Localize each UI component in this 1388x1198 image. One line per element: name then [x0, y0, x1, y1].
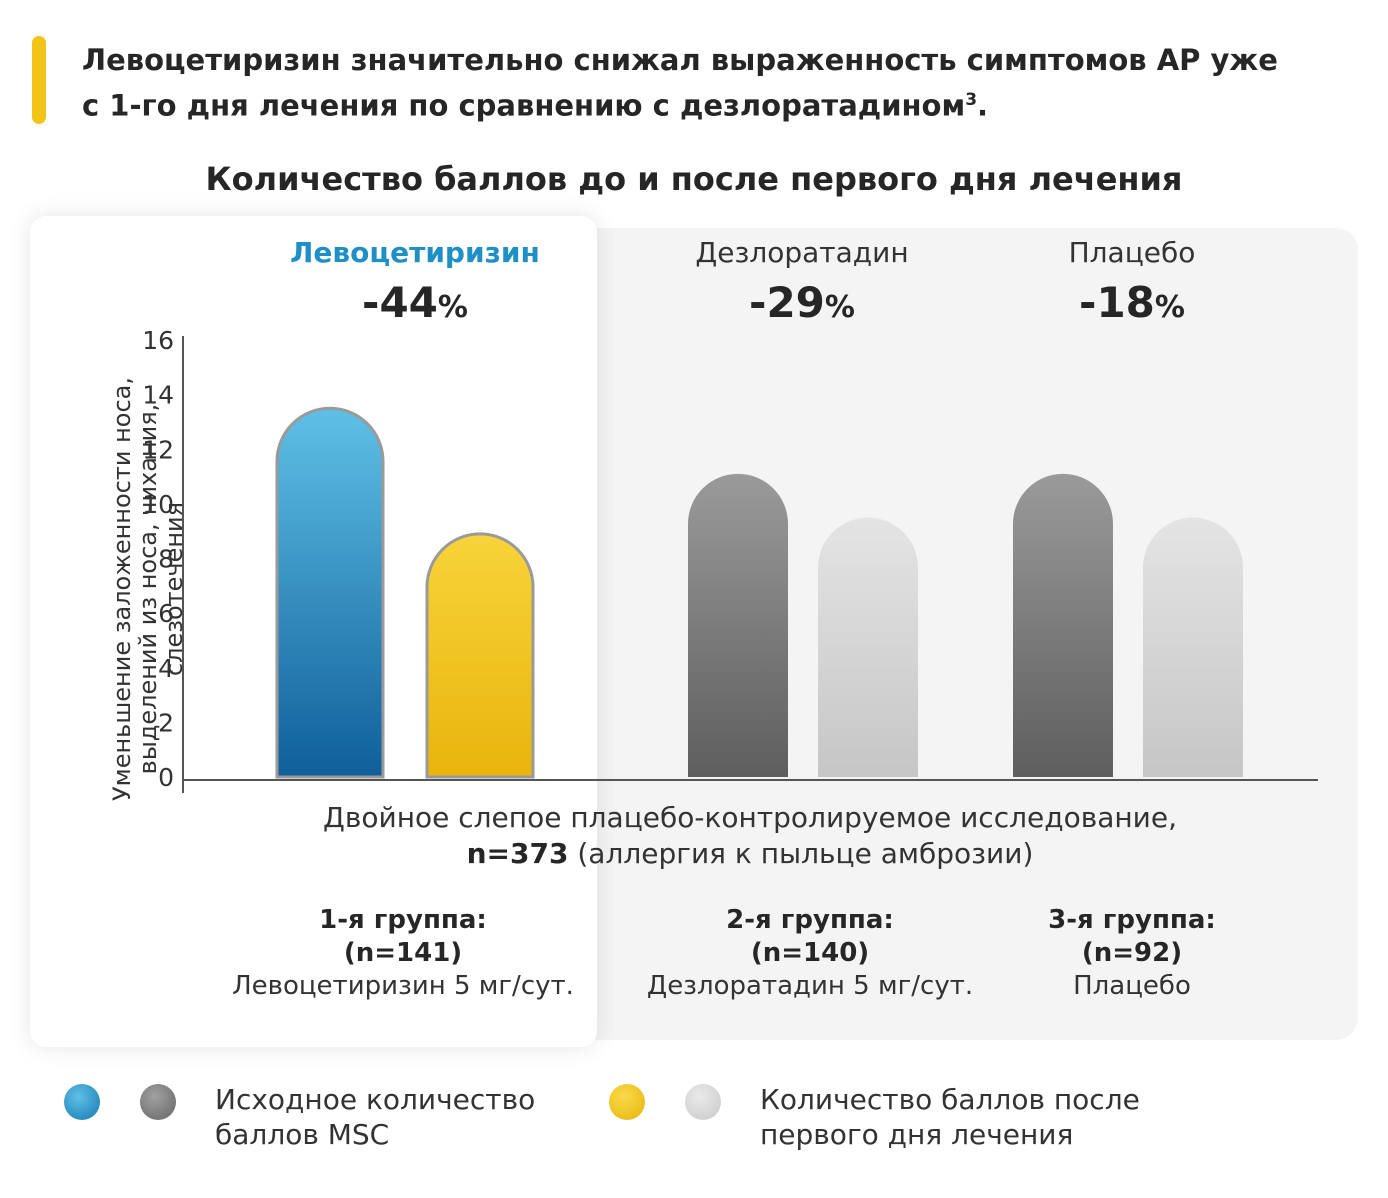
percent-sign: %	[1154, 290, 1185, 325]
legend-light-gray-dot	[685, 1084, 721, 1120]
group-title: 2-я группа:	[726, 905, 894, 935]
group-drug: Левоцетиризин 5 мг/сут.	[232, 971, 574, 1001]
legend-yellow-dot	[609, 1084, 645, 1120]
change-value: -18	[1079, 278, 1155, 327]
group-name-placebo: Плацебо	[1068, 236, 1196, 269]
group-1-info: 1-я группа: (n=141) Левоцетиризин 5 мг/с…	[203, 904, 603, 1003]
y-tick-label: 0	[158, 763, 174, 792]
headline: Левоцетиризин значительно снижал выражен…	[82, 40, 1282, 126]
study-n: n=373	[466, 837, 569, 870]
group-title: 1-я группа:	[319, 905, 487, 935]
percent-sign: %	[437, 290, 468, 325]
group-name-levocetirizine: Левоцетиризин	[290, 236, 540, 269]
group-n: (n=141)	[343, 938, 463, 968]
legend-blue-dot	[64, 1084, 100, 1120]
group-drug: Дезлоратадин 5 мг/сут.	[646, 971, 974, 1001]
y-tick-label: 12	[142, 435, 174, 464]
footnote-ref: 3	[965, 90, 978, 110]
group-2-info: 2-я группа: (n=140) Дезлоратадин 5 мг/су…	[610, 904, 1010, 1003]
accent-bar	[32, 36, 46, 124]
bar-baseline-1	[687, 473, 788, 777]
change-placebo: -18%	[952, 278, 1312, 327]
y-axis-label: Уменьшение заложенности носа, выделений …	[108, 377, 188, 801]
legend-after-line1: Количество баллов после	[760, 1083, 1140, 1116]
group-name-desloratadine: Дезлоратадин	[695, 236, 909, 269]
legend-dark-gray-dot	[140, 1084, 176, 1120]
legend-after: Количество баллов после первого дня лече…	[760, 1082, 1140, 1152]
change-levocetirizine: -44%	[235, 278, 595, 327]
legend-baseline-line1: Исходное количество	[215, 1083, 536, 1116]
y-tick-label: 10	[142, 490, 174, 519]
y-tick-label: 8	[158, 545, 174, 574]
y-tick-label: 2	[158, 708, 174, 737]
group-drug: Плацебо	[1073, 971, 1191, 1001]
group-n: (n=92)	[1081, 938, 1183, 968]
y-tick-label: 6	[158, 599, 174, 628]
change-value: -44	[362, 278, 438, 327]
study-line-1: Двойное слепое плацебо-контролируемое ис…	[323, 801, 1177, 834]
bar-after-2	[1143, 517, 1243, 777]
group-title: 3-я группа:	[1048, 905, 1216, 935]
y-tick-label: 4	[158, 654, 174, 683]
headline-text: Левоцетиризин значительно снижал выражен…	[82, 43, 1278, 123]
change-value: -29	[749, 278, 825, 327]
y-tick-label: 14	[142, 381, 174, 410]
study-description: Двойное слепое плацебо-контролируемое ис…	[160, 800, 1340, 872]
bar-baseline-0	[275, 406, 385, 779]
y-tick-label: 16	[142, 326, 174, 355]
bar-after-1	[817, 517, 918, 777]
study-line-2: n=373 (аллергия к пыльце амброзии)	[160, 836, 1340, 872]
headline-end: .	[977, 88, 989, 123]
chart-title: Количество баллов до и после первого дня…	[205, 160, 1183, 198]
percent-sign: %	[824, 290, 855, 325]
bar-after-0	[425, 532, 535, 779]
legend-baseline-line2: баллов MSC	[215, 1118, 390, 1151]
study-n-rest: (аллергия к пыльце амброзии)	[568, 837, 1034, 870]
group-n: (n=140)	[750, 938, 870, 968]
change-desloratadine: -29%	[622, 278, 982, 327]
legend-after-line2: первого дня лечения	[760, 1118, 1074, 1151]
group-3-info: 3-я группа: (n=92) Плацебо	[932, 904, 1332, 1003]
legend-baseline: Исходное количество баллов MSC	[215, 1082, 535, 1152]
bar-baseline-2	[1013, 473, 1113, 777]
